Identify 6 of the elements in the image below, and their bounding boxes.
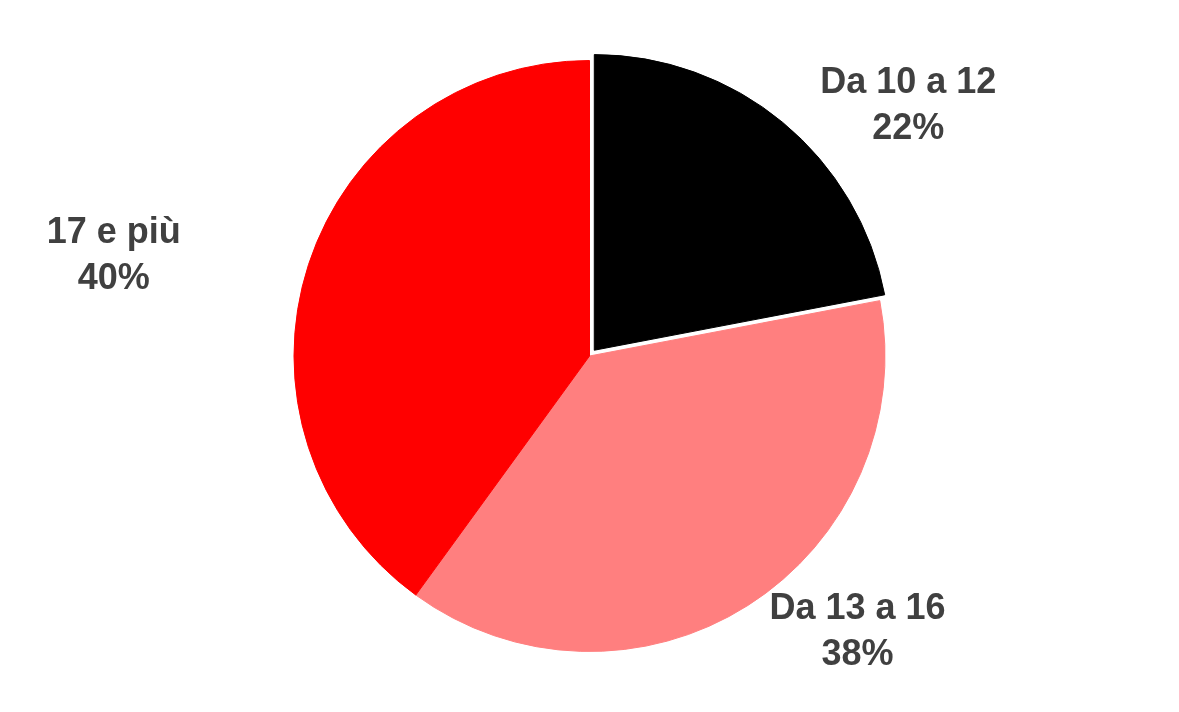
data-label: 40% [77, 256, 150, 298]
slice-label: 17 e più [46, 210, 181, 252]
data-label: 22% [872, 105, 945, 147]
slice-label: Da 13 a 16 [769, 586, 946, 628]
data-label: 38% [821, 632, 894, 674]
slice-label: Da 10 a 12 [820, 59, 997, 101]
